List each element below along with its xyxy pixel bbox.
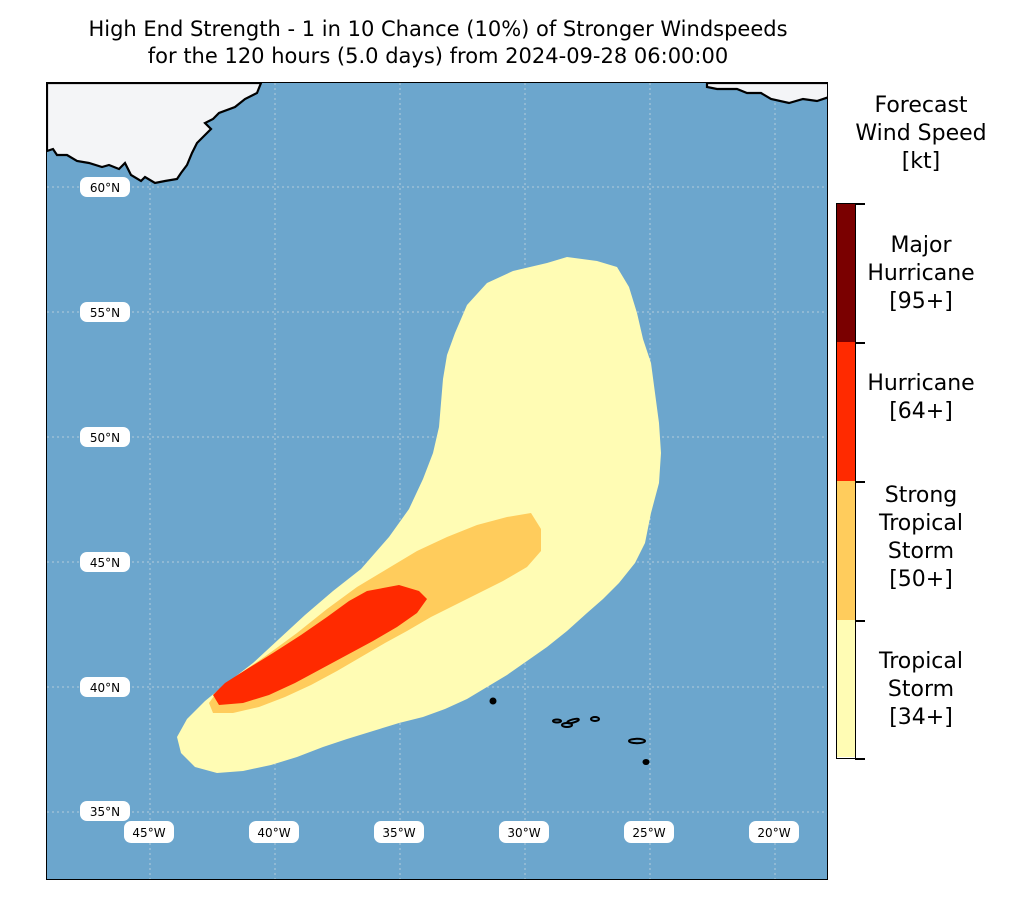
island-graciosa (552, 718, 562, 724)
legend-label-line: Strong (884, 483, 958, 508)
greenland-landmass (47, 83, 263, 185)
lon-label-40w: 40°W (257, 826, 290, 840)
legend-label-hurricane: Hurricane [64+] (862, 370, 980, 426)
legend-label-line: Storm (887, 539, 955, 564)
colorbar-major-hurricane (837, 204, 855, 342)
lat-label-45n: 45°N (90, 556, 120, 570)
legend-label-line: Storm (887, 677, 955, 702)
legend-title-line-1: Forecast (874, 93, 968, 118)
azores-islands (489, 697, 650, 765)
lat-label-50n: 50°N (90, 431, 120, 445)
colorbar-hurricane (837, 342, 855, 481)
lat-label-35n: 35°N (90, 805, 120, 819)
title-line-2: for the 120 hours (5.0 days) from 2024-0… (147, 44, 729, 68)
legend-label-line: [64+] (889, 399, 953, 424)
legend-label-line: [95+] (889, 289, 953, 314)
lon-label-45w: 45°W (132, 826, 165, 840)
title-line-1: High End Strength - 1 in 10 Chance (10%)… (88, 17, 788, 41)
lon-label-25w: 25°W (632, 826, 665, 840)
longitude-labels: 45°W 40°W 35°W 30°W 25°W 20°W (124, 821, 799, 843)
legend-label-line: Hurricane (867, 261, 975, 286)
legend-label-line: Tropical (879, 649, 963, 674)
lat-label-60n: 60°N (90, 181, 120, 195)
legend-title-line-2: Wind Speed (855, 121, 987, 146)
island-pico (561, 722, 573, 728)
lat-label-55n: 55°N (90, 306, 120, 320)
colorbar (836, 203, 856, 759)
legend-title: Forecast Wind Speed [kt] (838, 92, 1004, 176)
legend-label-strong-tropical-storm: Strong Tropical Storm [50+] (862, 482, 980, 594)
map-canvas: 60°N 55°N 50°N 45°N 40°N 35°N 45°W 40°W … (47, 83, 827, 879)
legend-label-line: Tropical (879, 511, 963, 536)
legend-label-line: [34+] (889, 705, 953, 730)
colorbar-tick (855, 620, 865, 622)
legend-label-line: Major (890, 233, 952, 258)
map-panel: 60°N 55°N 50°N 45°N 40°N 35°N 45°W 40°W … (46, 82, 828, 880)
island-flores (489, 697, 497, 705)
lon-label-30w: 30°W (507, 826, 540, 840)
island-sao-miguel (628, 737, 646, 745)
latitude-labels: 60°N 55°N 50°N 45°N 40°N 35°N (80, 177, 130, 821)
legend-label-line: Hurricane (867, 371, 975, 396)
colorbar-tick (855, 758, 865, 760)
legend-title-line-3: [kt] (901, 149, 941, 174)
colorbar-tick (855, 481, 865, 483)
legend-label-tropical-storm: Tropical Storm [34+] (862, 648, 980, 732)
island-santa-maria (642, 759, 650, 765)
chart-title: High End Strength - 1 in 10 Chance (10%)… (0, 16, 876, 70)
colorbar-tick (855, 203, 865, 205)
lon-label-35w: 35°W (382, 826, 415, 840)
lat-label-40n: 40°N (90, 681, 120, 695)
iceland-landmass (705, 83, 827, 105)
legend-label-major-hurricane: Major Hurricane [95+] (862, 232, 980, 316)
colorbar-tick (855, 342, 865, 344)
colorbar-strong-tropical-storm (837, 481, 855, 620)
hurricane-area (213, 585, 427, 705)
lon-label-20w: 20°W (757, 826, 790, 840)
colorbar-tropical-storm (837, 620, 855, 757)
legend-label-line: [50+] (889, 567, 953, 592)
island-terceira (590, 716, 600, 722)
